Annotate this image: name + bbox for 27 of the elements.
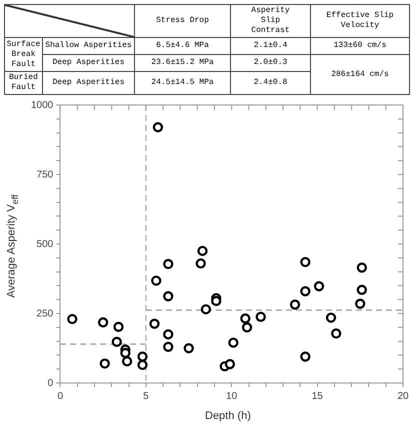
text: Buried Fault [4,72,42,94]
y-tick-label: 250 [36,308,54,320]
text: Asperity Slip Contrast [230,4,310,38]
x-tick-label: 20 [397,390,409,402]
text: Stress Drop [134,4,230,38]
text: 2.4±0.8 [230,72,310,94]
text: Shallow Asperities [42,38,134,54]
text: 133±60 cm/s [310,38,410,54]
x-tick-label: 10 [226,390,238,402]
text: 23.6±15.2 MPa [134,54,230,72]
text: Deep Asperities [42,72,134,94]
text: 286±164 cm/s [310,54,410,94]
text: 24.5±14.5 MPa [134,72,230,94]
y-tick-label: 1000 [30,100,54,111]
x-tick-label: 5 [143,390,150,402]
x-tick-label: 0 [57,390,64,402]
text: Surface Break Fault [4,38,42,72]
x-tick-label: 15 [312,390,324,402]
x-axis-title: Depth (h) [205,410,251,422]
y-tick-label: 750 [36,169,54,180]
y-tick-label: 500 [36,238,54,250]
text: 6.5±4.6 MPa [134,38,230,54]
text: 2.1±0.4 [230,38,310,54]
text: Effective Slip Velocity [310,4,410,38]
text: Deep Asperities [42,54,134,72]
y-tick-label: 0 [48,378,54,389]
text: 2.0±0.3 [230,54,310,72]
